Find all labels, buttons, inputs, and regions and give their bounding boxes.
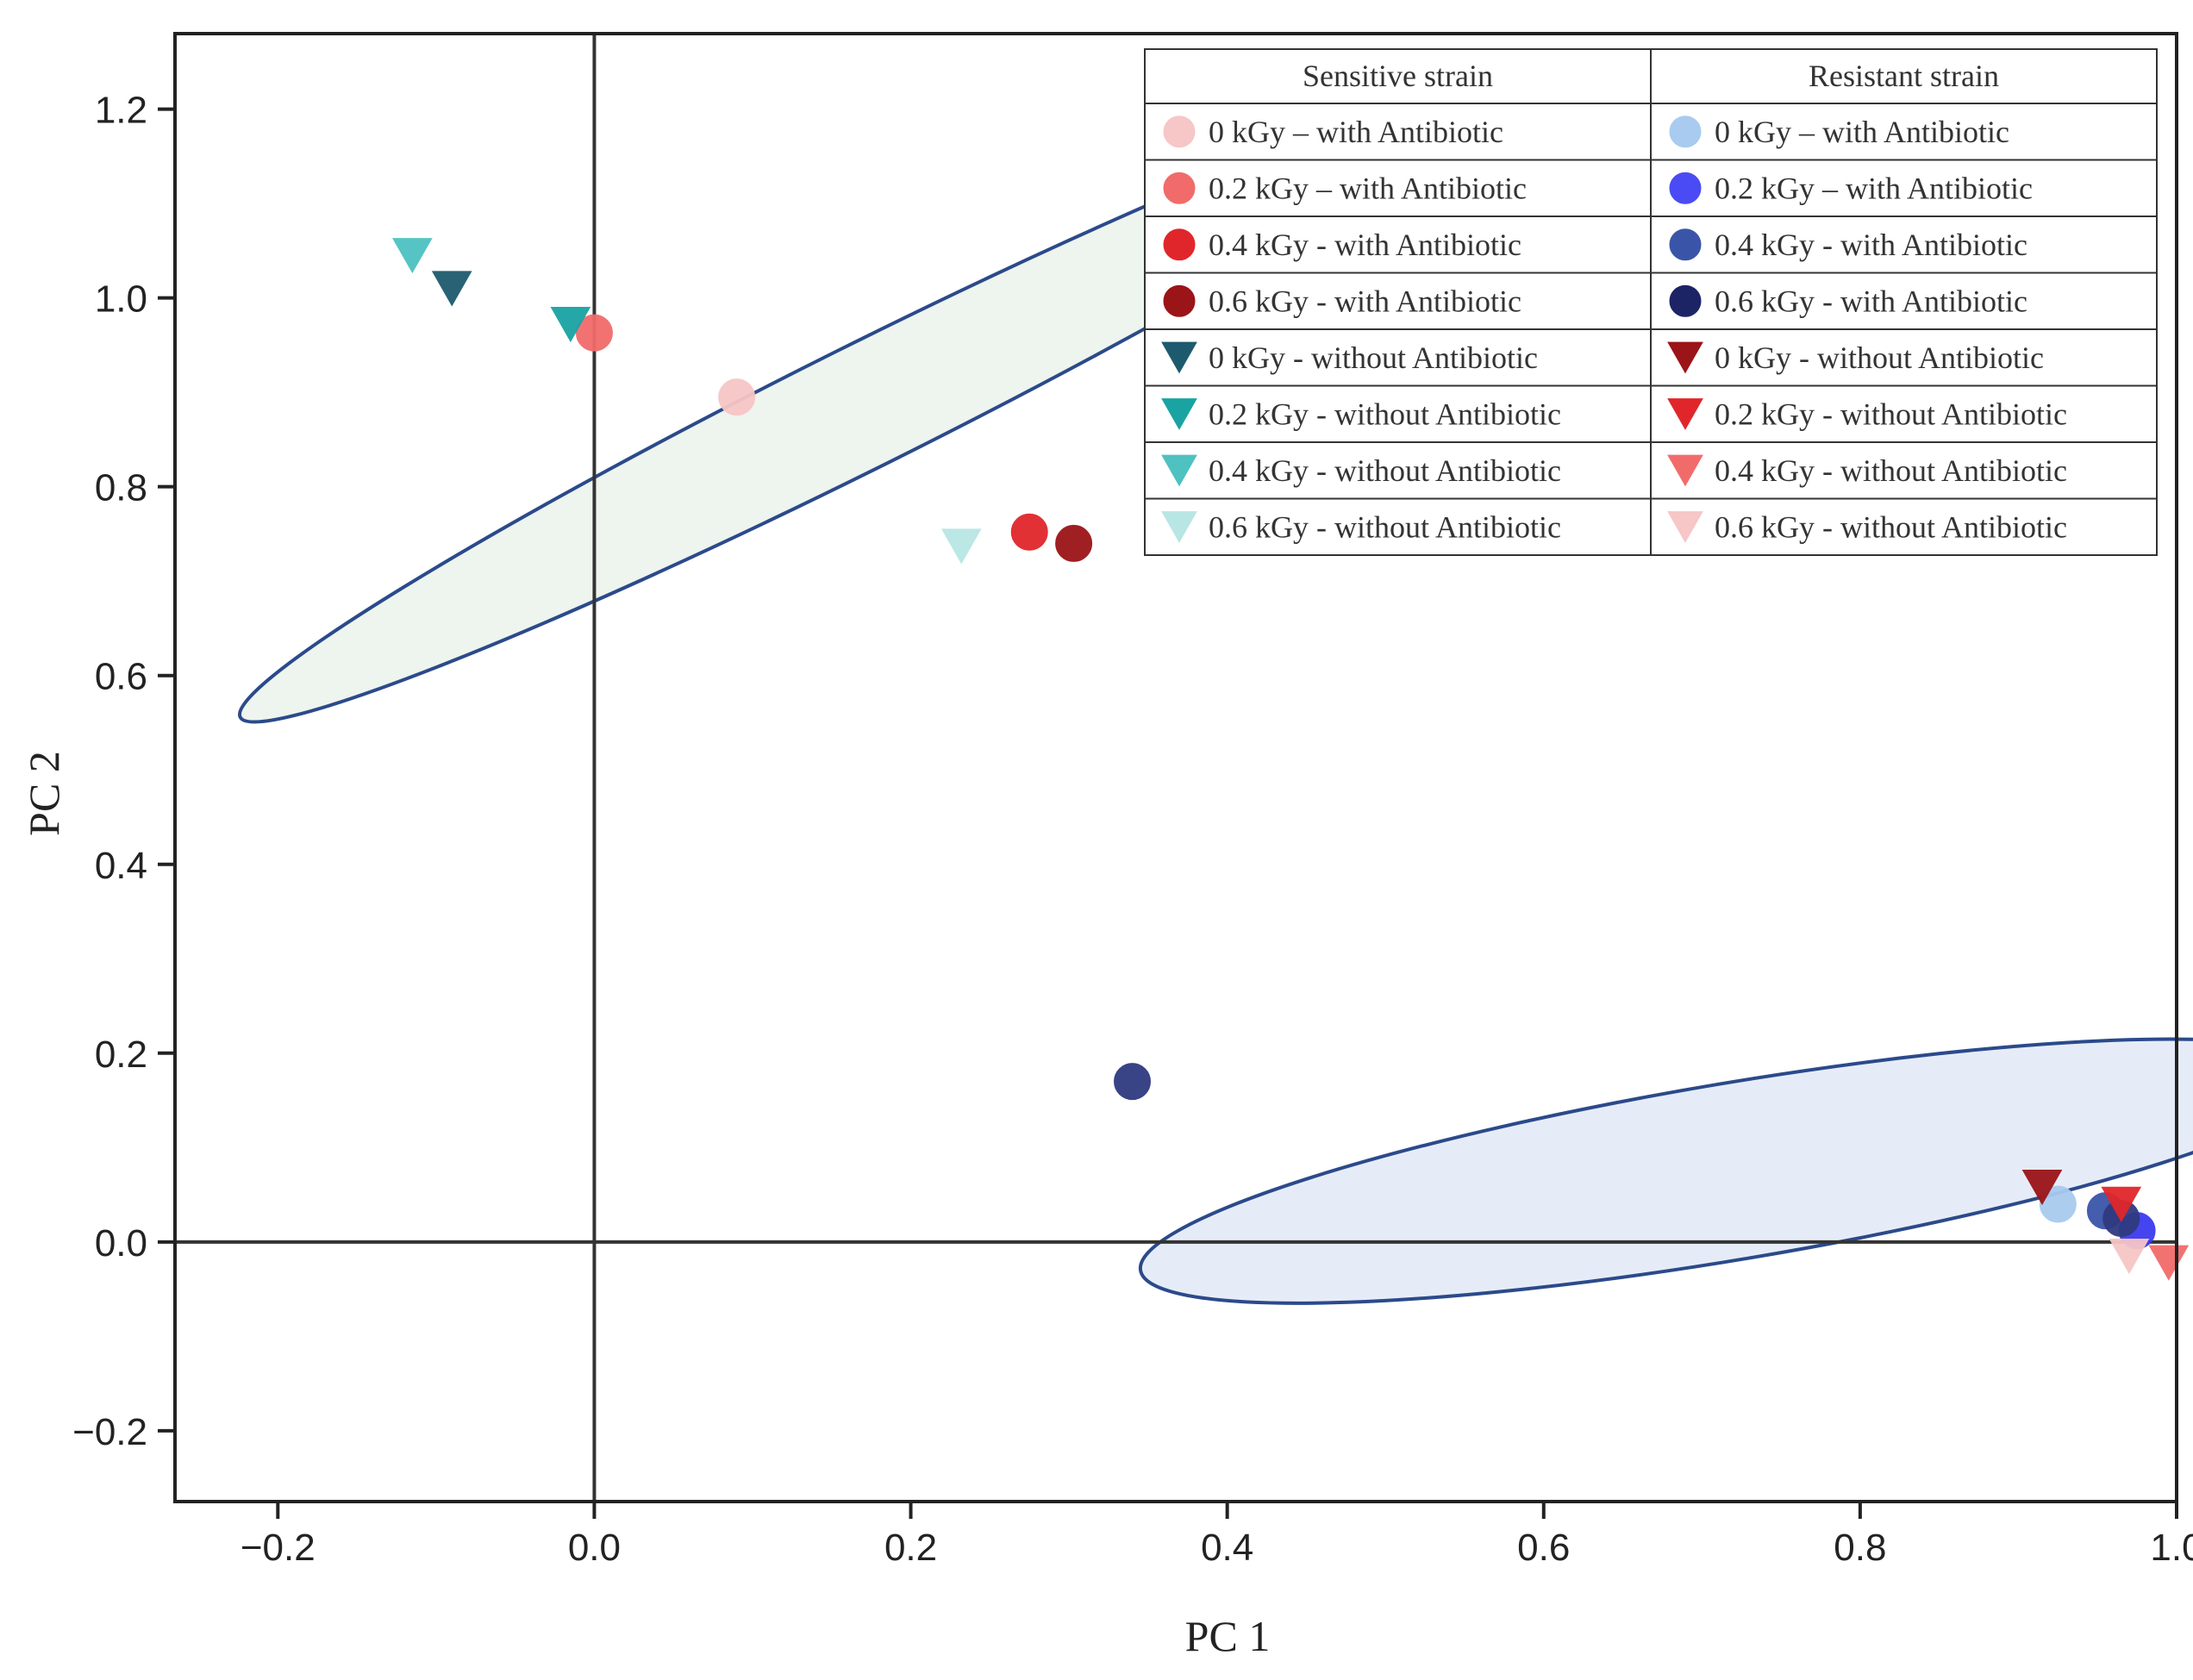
legend-label: 0 kGy - without Antibiotic [1715, 340, 2044, 375]
legend-header: Resistant strain [1809, 59, 1999, 93]
data-point [1010, 513, 1048, 551]
legend-label: 0 kGy – with Antibiotic [1209, 115, 1503, 149]
y-axis-title: PC 2 [20, 751, 68, 836]
data-point [431, 271, 472, 307]
legend-marker [1669, 284, 1702, 317]
legend-marker [1163, 172, 1196, 204]
legend-table: Sensitive strain Resistant strain 0 kGy – … [1144, 48, 2158, 556]
legend-label: 0.6 kGy - with Antibiotic [1715, 284, 2027, 318]
y-tick-label: 0.8 [95, 467, 147, 509]
data-point [1114, 1063, 1152, 1101]
data-points [391, 238, 2190, 1281]
plot-frame [173, 32, 2178, 1503]
legend-marker [1161, 341, 1197, 374]
y-tick-label: 1.0 [95, 278, 147, 321]
x-tick-label: 1.0 [2150, 1527, 2193, 1569]
legend-marker [1161, 454, 1197, 487]
legend-label: 0.4 kGy - with Antibiotic [1209, 228, 1521, 262]
data-point [2109, 1238, 2150, 1275]
legend-label: 0.2 kGy – with Antibiotic [1715, 171, 2033, 205]
legend-marker [1667, 511, 1703, 543]
y-axis: −0.2 0.0 0.2 0.4 0.6 0.8 1.0 1.2 [72, 90, 175, 1453]
legend-marker [1667, 341, 1703, 374]
legend-label: 0 kGy – with Antibiotic [1715, 115, 2009, 149]
legend-header: Sensitive strain [1303, 59, 1493, 93]
legend-label: 0.4 kGy - without Antibiotic [1715, 453, 2067, 488]
data-point [575, 314, 613, 352]
x-tick-label: −0.2 [241, 1527, 316, 1569]
legend-marker [1163, 228, 1196, 261]
cluster-ellipse-resistant [1138, 1037, 2193, 1305]
x-tick-label: 0.8 [1834, 1527, 1886, 1569]
legend-marker [1163, 116, 1196, 148]
data-point [550, 307, 591, 343]
legend-label: 0 kGy - without Antibiotic [1209, 340, 1538, 375]
data-point [2039, 1185, 2077, 1223]
data-point [940, 528, 982, 565]
legend-label: 0.2 kGy - without Antibiotic [1209, 397, 1561, 431]
x-tick-label: 0.4 [1201, 1527, 1253, 1569]
x-axis: −0.2 0.0 0.2 0.4 0.6 0.8 1.0 [241, 1502, 2193, 1569]
x-tick-label: 0.6 [1517, 1527, 1570, 1569]
y-tick-label: 1.2 [95, 90, 147, 132]
legend-label: 0.2 kGy – with Antibiotic [1209, 171, 1527, 205]
legend-label: 0.2 kGy - without Antibiotic [1715, 397, 2067, 431]
legend-label: 0.4 kGy - with Antibiotic [1715, 228, 2027, 262]
x-axis-title: PC 1 [1185, 1612, 1271, 1660]
y-tick-label: 0.0 [95, 1222, 147, 1265]
legend-marker [1667, 398, 1703, 430]
data-point [2101, 1186, 2142, 1222]
legend-marker [1669, 116, 1702, 148]
y-tick-label: 0.2 [95, 1034, 147, 1076]
data-point [2021, 1170, 2063, 1206]
legend-label: 0.6 kGy - without Antibiotic [1715, 509, 2067, 544]
data-point [2148, 1245, 2190, 1281]
data-point [391, 238, 433, 274]
y-tick-label: 0.6 [95, 656, 147, 698]
legend-label: 0.6 kGy - with Antibiotic [1209, 284, 1521, 318]
legend-marker [1669, 172, 1702, 204]
x-tick-label: 0.0 [568, 1527, 621, 1569]
y-tick-label: 0.4 [95, 845, 147, 887]
legend-marker [1667, 454, 1703, 487]
data-point [718, 378, 756, 416]
reference-lines [175, 34, 2177, 1502]
data-point [1055, 524, 1093, 562]
legend-marker [1163, 284, 1196, 317]
legend-marker [1669, 228, 1702, 261]
x-tick-label: 0.2 [884, 1527, 937, 1569]
y-tick-label: −0.2 [72, 1411, 147, 1453]
legend-label: 0.6 kGy - without Antibiotic [1209, 509, 1561, 544]
legend-marker [1161, 398, 1197, 430]
legend-marker [1161, 511, 1197, 543]
legend-label: 0.4 kGy - without Antibiotic [1209, 453, 1561, 488]
